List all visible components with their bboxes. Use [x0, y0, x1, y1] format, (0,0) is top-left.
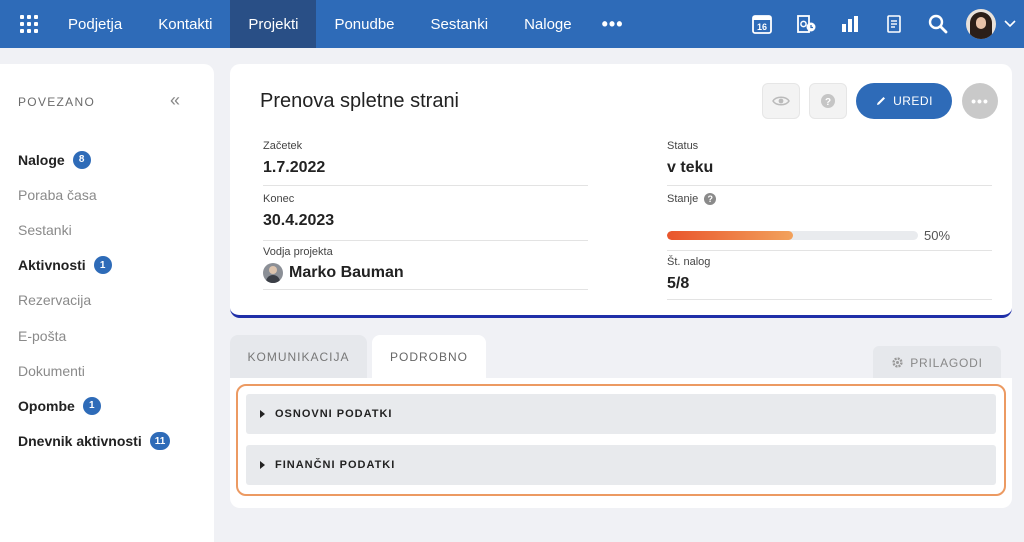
expand-icon [260, 461, 265, 469]
tasks-value: 5/8 [667, 275, 690, 292]
sidebar-item[interactable]: Poraba časa [18, 177, 170, 212]
svg-text:?: ? [825, 97, 831, 108]
view-button[interactable] [762, 83, 800, 119]
sidebar-list: Naloge 8 Poraba časa Sestanki Aktivnosti 1 Rez… [18, 142, 171, 459]
section-basic-label: OSNOVNI PODATKI [275, 408, 393, 420]
status-value: v teku [667, 159, 714, 176]
sidebar-item[interactable]: Naloge 8 [18, 142, 170, 177]
sidebar-item[interactable]: Dnevnik aktivnosti 11 [18, 424, 171, 459]
chart-icon[interactable] [828, 0, 872, 48]
gear-icon [892, 357, 903, 368]
section-basic-data[interactable]: OSNOVNI PODATKI [246, 394, 996, 434]
end-date-field: Konec 30.4.2023 [263, 193, 588, 241]
status-label: Status [667, 140, 699, 152]
project-lead-avatar [263, 263, 283, 283]
nav-naloge[interactable]: Naloge [524, 15, 572, 33]
apps-grid-icon[interactable] [0, 0, 58, 48]
sidebar-item-label: Aktivnosti [18, 257, 86, 274]
project-lead-label: Vodja projekta [263, 246, 333, 258]
nav-more-button[interactable]: ••• [601, 13, 624, 34]
nav-podjetja[interactable]: Podjetja [68, 15, 123, 33]
sidebar-item-label: Rezervacija [18, 292, 92, 309]
collapse-sidebar-icon[interactable]: « [170, 90, 181, 110]
project-lead-field: Vodja projekta Marko Bauman [263, 246, 588, 290]
section-financial-label: FINANČNI PODATKI [275, 459, 396, 471]
progress-percent: 50% [924, 228, 951, 243]
sidebar-item[interactable]: Sestanki [18, 212, 170, 247]
state-label: Stanje [667, 193, 699, 205]
count-badge: 8 [72, 150, 91, 169]
project-title: Prenova spletne strani [260, 90, 460, 112]
tasks-label: Št. nalog [667, 256, 711, 268]
sidebar-item[interactable]: Opombe 1 [18, 388, 170, 423]
calendar-icon[interactable]: 16 [740, 0, 784, 48]
tasks-field: Št. nalog 5/8 [667, 256, 992, 300]
start-date-label: Začetek [263, 140, 303, 152]
project-lead-value[interactable]: Marko Bauman [289, 264, 404, 281]
nav-ponudbe[interactable]: Ponudbe [334, 15, 395, 33]
pencil-icon [877, 97, 886, 105]
search-icon[interactable] [916, 0, 960, 48]
sidebar-item-label: Dnevnik aktivnosti [18, 433, 142, 450]
sidebar-item-label: E-pošta [18, 327, 67, 344]
nav-projekti[interactable]: Projekti [230, 0, 317, 48]
help-icon[interactable]: ? [704, 193, 717, 206]
progress-track [667, 231, 918, 240]
tab-communication[interactable]: KOMUNIKACIJA [230, 335, 367, 379]
edit-button[interactable]: UREDI [856, 83, 952, 119]
calendar-day: 16 [757, 22, 767, 32]
sidebar-item-label: Naloge [18, 151, 65, 168]
start-date-field: Začetek 1.7.2022 [263, 140, 588, 186]
help-button[interactable]: ? [809, 83, 847, 119]
count-badge: 1 [93, 256, 112, 275]
status-field: Status v teku [667, 140, 992, 186]
related-sidebar: POVEZANO « Naloge 8 Poraba časa Sestanki Akt… [0, 64, 214, 542]
state-field: Stanje? [667, 193, 992, 251]
sidebar-item[interactable]: Dokumenti [18, 353, 170, 388]
progress-fill [667, 231, 793, 240]
top-navigation: Podjetja Kontakti Projekti Ponudbe Sesta… [0, 0, 1024, 48]
question-icon: ? [821, 94, 835, 108]
start-date-value: 1.7.2022 [263, 159, 326, 176]
project-card: Prenova spletne strani ? UREDI ••• Začet… [230, 64, 1012, 318]
count-badge: 1 [82, 396, 101, 415]
sidebar-item[interactable]: Aktivnosti 1 [18, 248, 170, 283]
count-badge: 11 [149, 432, 171, 451]
customize-label: PRILAGODI [910, 355, 983, 370]
sidebar-header: POVEZANO [18, 95, 96, 109]
progress-bar: 50% [667, 228, 992, 243]
end-date-value: 30.4.2023 [263, 212, 335, 229]
highlight-frame [236, 384, 1006, 496]
sidebar-item-label: Poraba časa [18, 186, 97, 203]
sidebar-item-label: Opombe [18, 397, 75, 414]
end-date-label: Konec [263, 193, 295, 205]
sidebar-item-label: Sestanki [18, 221, 72, 238]
more-options-button[interactable]: ••• [962, 83, 998, 119]
expand-icon [260, 410, 265, 418]
nav-kontakti[interactable]: Kontakti [158, 15, 213, 33]
user-avatar[interactable] [966, 9, 996, 39]
edit-button-label: UREDI [893, 94, 933, 108]
chevron-down-icon[interactable] [996, 20, 1024, 28]
tab-detail[interactable]: PODROBNO [372, 335, 486, 379]
sidebar-item[interactable]: E-pošta [18, 318, 170, 353]
section-financial-data[interactable]: FINANČNI PODATKI [246, 445, 996, 485]
nav-sestanki[interactable]: Sestanki [430, 15, 489, 33]
sidebar-item-label: Dokumenti [18, 362, 85, 379]
sidebar-item[interactable]: Rezervacija [18, 283, 170, 318]
eye-icon [772, 96, 790, 106]
customize-button[interactable]: PRILAGODI [873, 346, 1001, 379]
document-icon[interactable] [872, 0, 916, 48]
outlook-icon[interactable] [784, 0, 828, 48]
